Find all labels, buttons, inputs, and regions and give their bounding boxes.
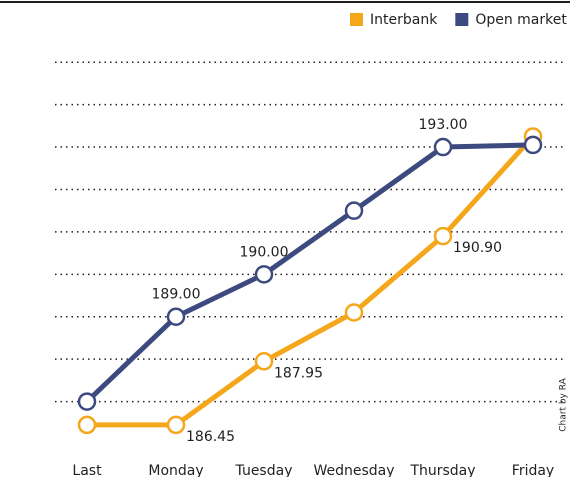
value-label: 190.90: [453, 240, 502, 256]
x-tick-label: Thursday: [409, 463, 475, 477]
credit: Chart by RA: [559, 377, 569, 431]
legend-swatch: [455, 13, 469, 26]
point: [254, 265, 274, 284]
x-tick-label: Last: [72, 463, 102, 477]
value-label: 189.00: [152, 287, 201, 303]
x-tick-label: Friday: [512, 463, 554, 477]
legend-label: Interbank: [370, 12, 438, 28]
point: [166, 415, 186, 435]
point: [344, 201, 364, 220]
value-label: 187.95: [274, 365, 323, 381]
point: [77, 415, 97, 435]
point: [77, 392, 97, 411]
value-label: 190.00: [240, 244, 289, 260]
point: [433, 226, 453, 246]
series-line: [85, 142, 534, 404]
point: [344, 303, 364, 322]
series-line: [87, 134, 535, 428]
value-label: 193.00: [419, 117, 468, 133]
legend-swatch: [350, 13, 363, 26]
x-tick-label: Monday: [148, 463, 203, 477]
point: [254, 352, 274, 371]
value-label: 186.45: [186, 429, 235, 445]
point: [433, 137, 453, 157]
point: [523, 135, 543, 155]
x-tick-label: Wednesday: [313, 463, 394, 477]
x-tick-label: Tuesday: [235, 463, 293, 477]
legend-label: Open market: [475, 12, 567, 28]
point: [166, 307, 186, 326]
